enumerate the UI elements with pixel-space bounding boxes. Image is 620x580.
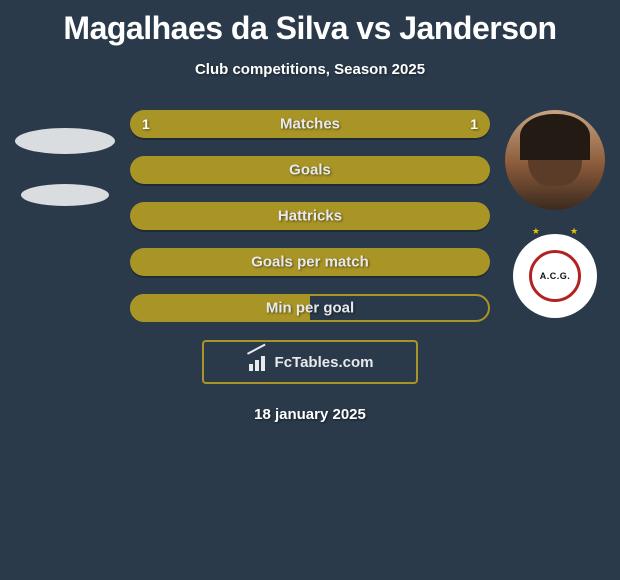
- page-subtitle: Club competitions, Season 2025: [0, 61, 620, 78]
- stat-mpg-label: Min per goal: [130, 300, 490, 317]
- stat-row-goals: Goals: [130, 156, 490, 184]
- stat-matches-right: 1: [470, 116, 478, 132]
- stat-goals-label: Goals: [130, 162, 490, 179]
- badge-stars-icon: ★★: [532, 226, 578, 237]
- stat-row-goals-per-match: Goals per match: [130, 248, 490, 276]
- player-right-photo: [505, 110, 605, 210]
- badge-text: A.C.G.: [540, 272, 571, 281]
- player-left-placeholder-1: [15, 128, 115, 154]
- stat-row-hattricks: Hattricks: [130, 202, 490, 230]
- stat-bars: 1 Matches 1 Goals Hattricks Goals per ma…: [130, 110, 490, 322]
- player-left-column: [10, 110, 120, 206]
- stat-gpm-label: Goals per match: [130, 254, 490, 271]
- player-left-placeholder-2: [21, 184, 109, 206]
- stat-row-min-per-goal: Min per goal: [130, 294, 490, 322]
- player-right-column: ★★ A.C.G.: [500, 110, 610, 318]
- chart-icon: [247, 353, 269, 371]
- stat-row-matches: 1 Matches 1: [130, 110, 490, 138]
- footer-date: 18 january 2025: [0, 406, 620, 423]
- brand-box: FcTables.com: [202, 340, 418, 384]
- stat-matches-label: Matches: [130, 116, 490, 133]
- stat-hattricks-label: Hattricks: [130, 208, 490, 225]
- page-title: Magalhaes da Silva vs Janderson: [0, 0, 620, 47]
- badge-ring: A.C.G.: [529, 250, 581, 302]
- player-right-club-badge: ★★ A.C.G.: [513, 234, 597, 318]
- comparison-panel: ★★ A.C.G. 1 Matches 1 Goals Hattricks Go…: [0, 110, 620, 423]
- brand-text: FcTables.com: [275, 354, 374, 371]
